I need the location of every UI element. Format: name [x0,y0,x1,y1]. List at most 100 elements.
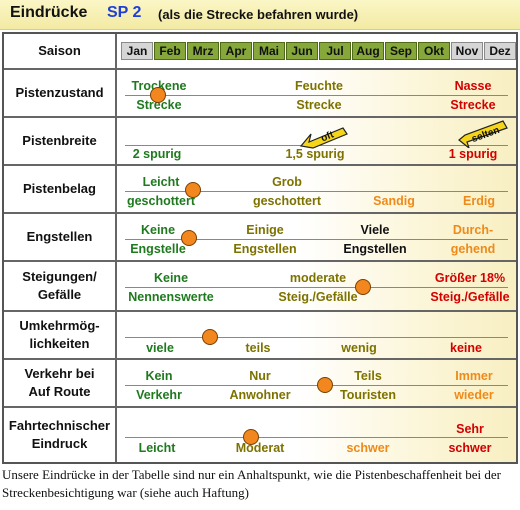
option-text: Engstelle [130,242,186,256]
option-text: Verkehr [136,388,182,402]
month-jan: Jan [121,42,153,60]
rating-marker [243,429,259,445]
row-label: Steigungen/ Gefälle [4,262,117,310]
option-text: Leicht [138,441,176,455]
option-text: Anwohner [229,388,291,402]
option-text: Größer 18% [434,271,506,285]
rating-scale: Keine Nennenswerte moderate Steig./Gefäl… [117,262,516,310]
scale-line [125,337,508,338]
option-text: Teils [354,369,382,383]
option-text: Durch- [452,223,494,237]
row-label: Fahrtechnischer Eindruck [4,408,117,462]
rating-marker [202,329,218,345]
arrow-often-icon: oft [299,127,348,149]
option-text: Strecke [136,98,182,112]
option-text: Keine [153,271,189,285]
option-text: Moderat [235,441,285,455]
month-jun: Jun [286,42,318,60]
option-text: Sehr [456,422,484,436]
rating-scale: 2 spurig 1,5 spurig 1 spurig oft selten [117,118,516,164]
rating-marker [185,182,201,198]
option-text: Strecke [450,98,496,112]
row-label: Engstellen [4,214,117,260]
title-bar: Eindrücke SP 2 (als die Strecke befahren… [0,0,520,30]
option-text: Kein [145,369,173,383]
option-text: Trockene [131,79,187,93]
row-label: Verkehr bei Auf Route [4,360,117,406]
row-pistenbreite: Pistenbreite 2 spurig 1,5 spurig 1 spuri… [4,118,516,166]
scale-line [125,191,508,192]
option-text: 1 spurig [448,147,498,161]
option-text: Engstellen [233,242,297,256]
scale-line [125,287,508,288]
option-text: Nennenswerte [128,290,214,304]
month-nov: Nov [451,42,483,60]
option-text: Touristen [339,388,397,402]
page-subtitle: (als die Strecke befahren wurde) [158,7,359,22]
option-text: Immer [455,369,493,383]
scale-line [125,239,508,240]
row-verkehr: Verkehr bei Auf Route Kein Verkehr Nur A… [4,360,516,408]
month-dez: Dez [484,42,516,60]
option-text: 2 spurig [132,147,182,161]
month-mrz: Mrz [187,42,219,60]
row-eindruck: Fahrtechnischer Eindruck Leicht Moderat … [4,408,516,462]
option-text: geschottert [252,194,322,208]
row-label: Umkehrmög- lichkeiten [4,312,117,358]
arrow-often-label: oft [319,129,336,144]
rating-marker [355,279,371,295]
option-text: gehend [450,242,496,256]
month-aug: Aug [352,42,384,60]
option-text: viele [146,341,174,355]
rating-marker [181,230,197,246]
rating-scale: Leicht Moderat schwer Sehr schwer [117,408,516,462]
option-text: geschottert [126,194,196,208]
month-okt: Okt [418,42,450,60]
option-text: schwer [448,441,492,455]
arrow-rare-icon: selten [458,120,508,148]
rating-marker [150,87,166,103]
option-text: wieder [454,388,494,402]
row-pistenbelag: Pistenbelag Leicht geschottert Grob gesc… [4,166,516,214]
option-text: schwer [346,441,390,455]
row-label: Pistenbelag [4,166,117,212]
scale-line [125,437,508,438]
rating-scale: Kein Verkehr Nur Anwohner Teils Touriste… [117,360,516,406]
month-feb: Feb [154,42,186,60]
option-text: Grob [272,175,302,189]
page-title: Eindrücke [10,4,88,21]
footer-note: Unsere Eindrücke in der Tabelle sind nur… [2,467,501,501]
option-text: teils [245,341,271,355]
option-text: moderate [289,271,347,285]
month-sep: Sep [385,42,417,60]
row-label: Pistenzustand [4,70,117,116]
option-text: Keine [140,223,176,237]
option-text: Leicht [142,175,180,189]
option-text: Strecke [296,98,342,112]
row-steigungen: Steigungen/ Gefälle Keine Nennenswerte m… [4,262,516,312]
option-text: Steig./Gefälle [430,290,510,304]
season-months: Jan Feb Mrz Apr Mai Jun Jul Aug Sep Okt Nov Dez [117,34,516,68]
impressions-table: Saison Jan Feb Mrz Apr Mai Jun Jul Aug Sep Okt Nov… [2,32,518,464]
option-text: Einige [246,223,284,237]
row-saison: Saison Jan Feb Mrz Apr Mai Jun Jul Aug Sep Okt Nov… [4,34,516,70]
rating-scale: viele teils wenig keine [117,312,516,358]
month-mai: Mai [253,42,285,60]
scale-line [125,95,508,96]
row-pistenzustand: Pistenzustand Trockene Strecke Feuchte S… [4,70,516,118]
option-text: Viele [360,223,390,237]
option-text: Steig./Gefälle [278,290,358,304]
row-umkehr: Umkehrmög- lichkeiten viele teils wenig … [4,312,516,360]
option-text: Erdig [463,194,495,208]
option-text: Engstellen [343,242,407,256]
row-engstellen: Engstellen Keine Engstelle Einige Engste… [4,214,516,262]
option-text: Nasse [454,79,492,93]
rating-scale: Trockene Strecke Feuchte Strecke Nasse S… [117,70,516,116]
month-list: Jan Feb Mrz Apr Mai Jun Jul Aug Sep Okt Nov Dez [121,42,516,60]
rating-scale: Leicht geschottert Grob geschottert Sand… [117,166,516,212]
rating-scale: Keine Engstelle Einige Engstellen Viele … [117,214,516,260]
option-text: keine [450,341,482,355]
option-text: Sandig [373,194,415,208]
scale-line [125,385,508,386]
month-apr: Apr [220,42,252,60]
